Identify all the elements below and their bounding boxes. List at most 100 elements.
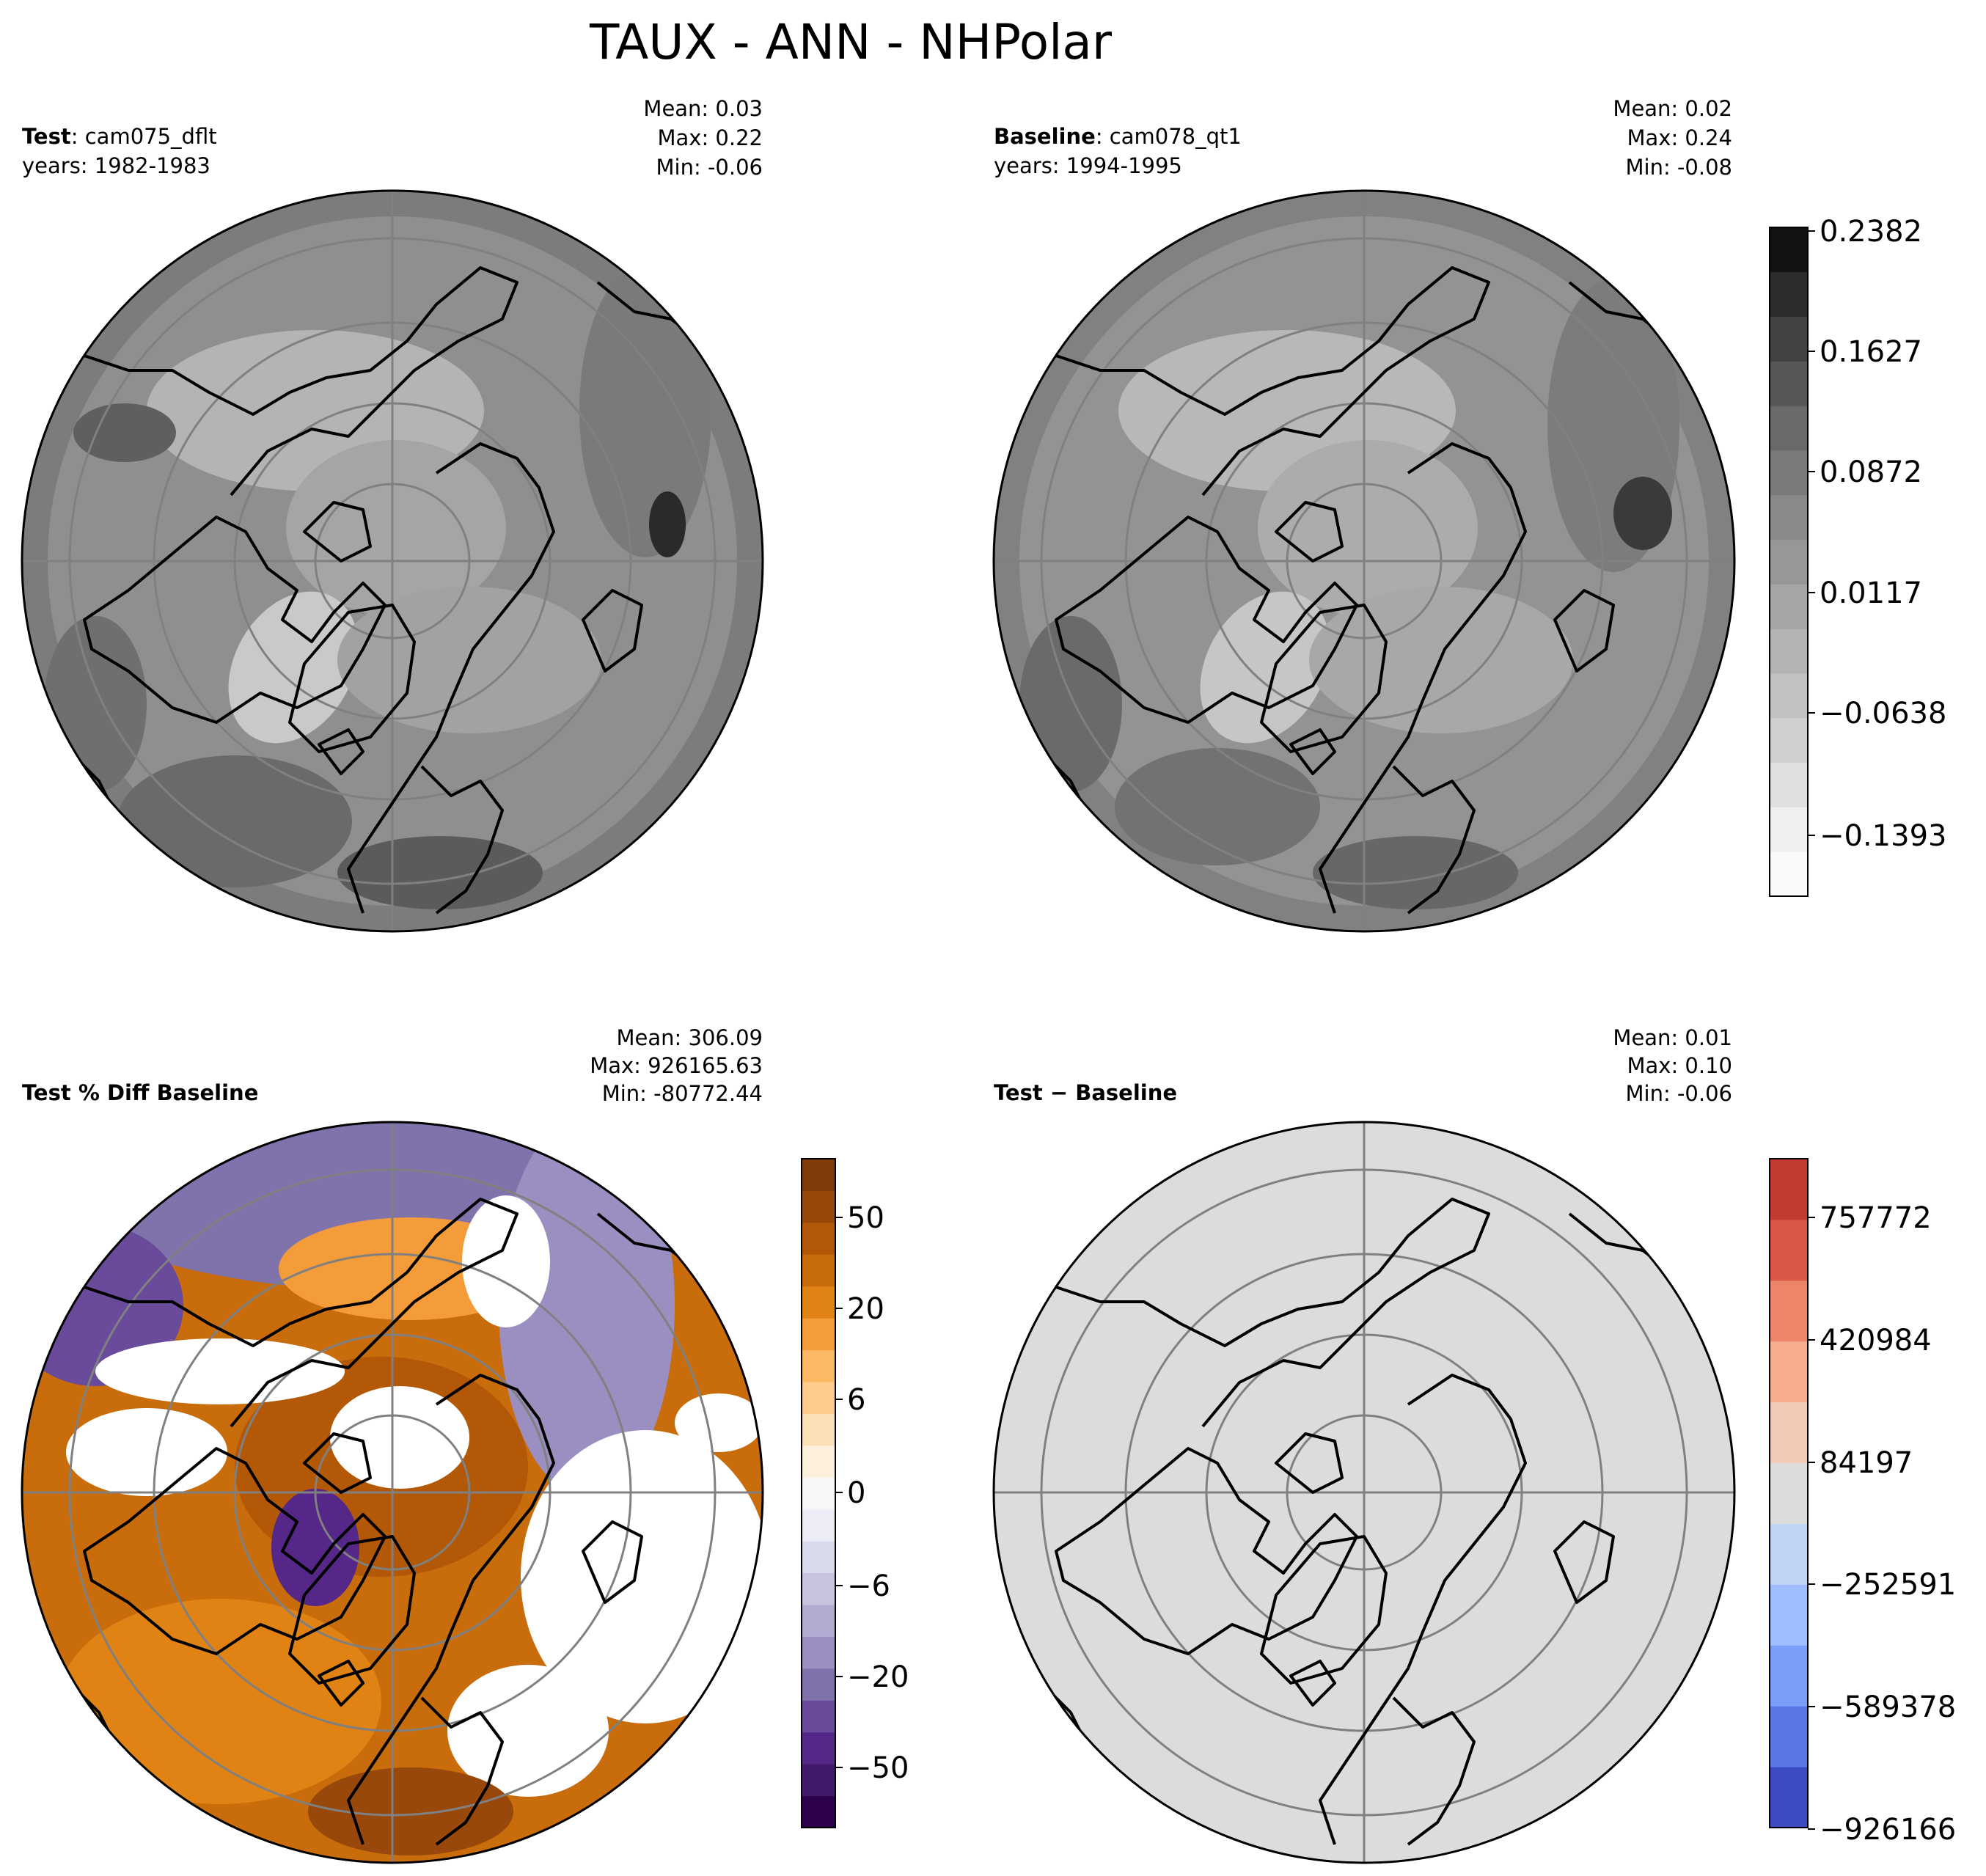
coolwarm-tick-label: −926166 xyxy=(1820,1813,1956,1847)
panel-diff-max: Max: 0.10 xyxy=(1627,1053,1732,1078)
panel-diff-mean: Mean: 0.01 xyxy=(1613,1025,1732,1050)
brbg-swatch xyxy=(802,1159,835,1191)
coolwarm-frame xyxy=(1769,1158,1809,1828)
map-pctdiff-boundary xyxy=(21,1121,764,1864)
gray-swatch xyxy=(1770,762,1808,807)
brbg-tick-label: 20 xyxy=(847,1292,884,1326)
brbg-swatch xyxy=(802,1795,835,1828)
brbg-swatch xyxy=(802,1254,835,1287)
panel-diff-label-bold: Test − Baseline xyxy=(994,1080,1177,1105)
brbg-swatch xyxy=(802,1286,835,1319)
coolwarm-swatch xyxy=(1770,1645,1808,1707)
gray-swatch xyxy=(1770,450,1808,496)
coolwarm-tick-label: −589378 xyxy=(1820,1690,1956,1724)
coolwarm-swatch xyxy=(1770,1462,1808,1524)
map-pctdiff xyxy=(22,1122,763,1863)
gray-swatch xyxy=(1770,406,1808,451)
brbg-swatch xyxy=(802,1541,835,1574)
panel-baseline-mean: Mean: 0.02 xyxy=(1613,96,1732,121)
panel-diff-label: Test − Baseline xyxy=(994,1080,1177,1105)
brbg-swatch xyxy=(802,1190,835,1223)
brbg-tick-label: 0 xyxy=(847,1476,865,1510)
gray-swatch xyxy=(1770,629,1808,674)
panel-baseline-min: Min: -0.08 xyxy=(1626,155,1732,180)
brbg-swatch xyxy=(802,1636,835,1669)
map-diff-boundary xyxy=(992,1121,1736,1864)
coolwarm-tick-label: 757772 xyxy=(1820,1201,1932,1235)
panel-test-label: Test: cam075_dflt xyxy=(22,124,217,149)
brbg-swatch xyxy=(802,1382,835,1414)
brbg-swatch xyxy=(802,1732,835,1765)
gray-swatch xyxy=(1770,494,1808,541)
panel-pctdiff: Test % Diff Baseline Mean: 306.09 Max: 9… xyxy=(21,1025,764,1864)
colorbar-pctdiff: 50 20 6 0 −6 −20 −50 xyxy=(801,1158,909,1828)
panel-baseline-years: years: 1994-1995 xyxy=(994,153,1182,178)
panel-baseline: Baseline: cam078_qt1 years: 1994-1995 Me… xyxy=(992,96,1736,933)
panel-test-label-rest: : cam075_dflt xyxy=(71,124,217,149)
brbg-swatch xyxy=(802,1572,835,1605)
brbg-swatch xyxy=(802,1477,835,1510)
brbg-swatch xyxy=(802,1413,835,1446)
gray-swatch xyxy=(1770,584,1808,629)
coolwarm-swatch xyxy=(1770,1706,1808,1767)
colorbar-gray: 0.2382 0.1627 0.0872 0.0117 −0.0638 −0.1393 xyxy=(1769,215,1946,897)
gray-tick-label: −0.0638 xyxy=(1820,697,1946,730)
coolwarm-tick-label: −252591 xyxy=(1820,1568,1956,1602)
brbg-swatch xyxy=(802,1349,835,1382)
gray-swatch xyxy=(1770,717,1808,763)
figure-title: TAUX - ANN - NHPolar xyxy=(589,14,1113,70)
panel-pctdiff-min: Min: -80772.44 xyxy=(602,1081,763,1106)
coolwarm-swatch xyxy=(1770,1767,1808,1828)
brbg-swatch xyxy=(802,1764,835,1797)
gray-swatch xyxy=(1770,227,1808,273)
gray-swatch xyxy=(1770,271,1808,318)
gray-swatch xyxy=(1770,361,1808,406)
gray-swatch xyxy=(1770,807,1808,852)
panel-diff: Test − Baseline Mean: 0.01 Max: 0.10 Min… xyxy=(992,1025,1736,1864)
panel-test-min: Min: -0.06 xyxy=(656,155,763,180)
coolwarm-swatch xyxy=(1770,1523,1808,1585)
gray-tick-label: 0.0872 xyxy=(1820,455,1922,489)
panel-diff-min: Min: -0.06 xyxy=(1626,1081,1732,1106)
coolwarm-tick-label: 420984 xyxy=(1820,1324,1932,1357)
brbg-tick-label: 50 xyxy=(847,1201,884,1235)
coolwarm-tick-label: 84197 xyxy=(1820,1446,1913,1480)
panel-baseline-max: Max: 0.24 xyxy=(1627,125,1732,150)
brbg-swatch xyxy=(802,1668,835,1701)
panel-test-mean: Mean: 0.03 xyxy=(643,96,763,121)
brbg-tick-label: 6 xyxy=(847,1383,865,1417)
gray-tick-label: 0.0117 xyxy=(1820,576,1922,610)
panel-test-years: years: 1982-1983 xyxy=(22,153,210,178)
map-baseline xyxy=(994,191,1734,931)
gray-tick-label: 0.2382 xyxy=(1820,215,1922,249)
coolwarm-swatch xyxy=(1770,1159,1808,1220)
brbg-swatch xyxy=(802,1700,835,1733)
gray-frame xyxy=(1769,227,1809,897)
map-baseline-boundary xyxy=(992,189,1736,933)
panel-pctdiff-mean: Mean: 306.09 xyxy=(617,1025,763,1050)
coolwarm-swatch xyxy=(1770,1584,1808,1646)
panel-pctdiff-max: Max: 926165.63 xyxy=(590,1053,763,1078)
panel-pctdiff-label: Test % Diff Baseline xyxy=(22,1080,258,1105)
coolwarm-swatch xyxy=(1770,1341,1808,1403)
gray-tick-label: −0.1393 xyxy=(1820,819,1946,853)
panel-baseline-label-rest: : cam078_qt1 xyxy=(1096,124,1242,149)
brbg-swatch xyxy=(802,1318,835,1351)
panel-test-label-bold: Test xyxy=(22,124,71,149)
map-test-boundary xyxy=(21,189,764,933)
panel-baseline-label-bold: Baseline xyxy=(994,124,1096,149)
brbg-tick-label: −20 xyxy=(847,1660,909,1694)
panel-test-max: Max: 0.22 xyxy=(657,125,763,150)
brbg-swatch xyxy=(802,1445,835,1478)
panel-pctdiff-label-bold: Test % Diff Baseline xyxy=(22,1080,258,1105)
gray-swatch xyxy=(1770,539,1808,585)
brbg-tick-label: −6 xyxy=(847,1569,890,1603)
coolwarm-swatch xyxy=(1770,1401,1808,1464)
brbg-tick-label: −50 xyxy=(847,1751,909,1785)
map-test xyxy=(22,191,763,931)
colorbar-diff: 757772 420984 84197 −252591 −589378 −926166 xyxy=(1769,1158,1956,1847)
panel-baseline-label: Baseline: cam078_qt1 xyxy=(994,124,1242,149)
gray-tick-label: 0.1627 xyxy=(1820,335,1922,369)
coolwarm-swatch xyxy=(1770,1280,1808,1342)
